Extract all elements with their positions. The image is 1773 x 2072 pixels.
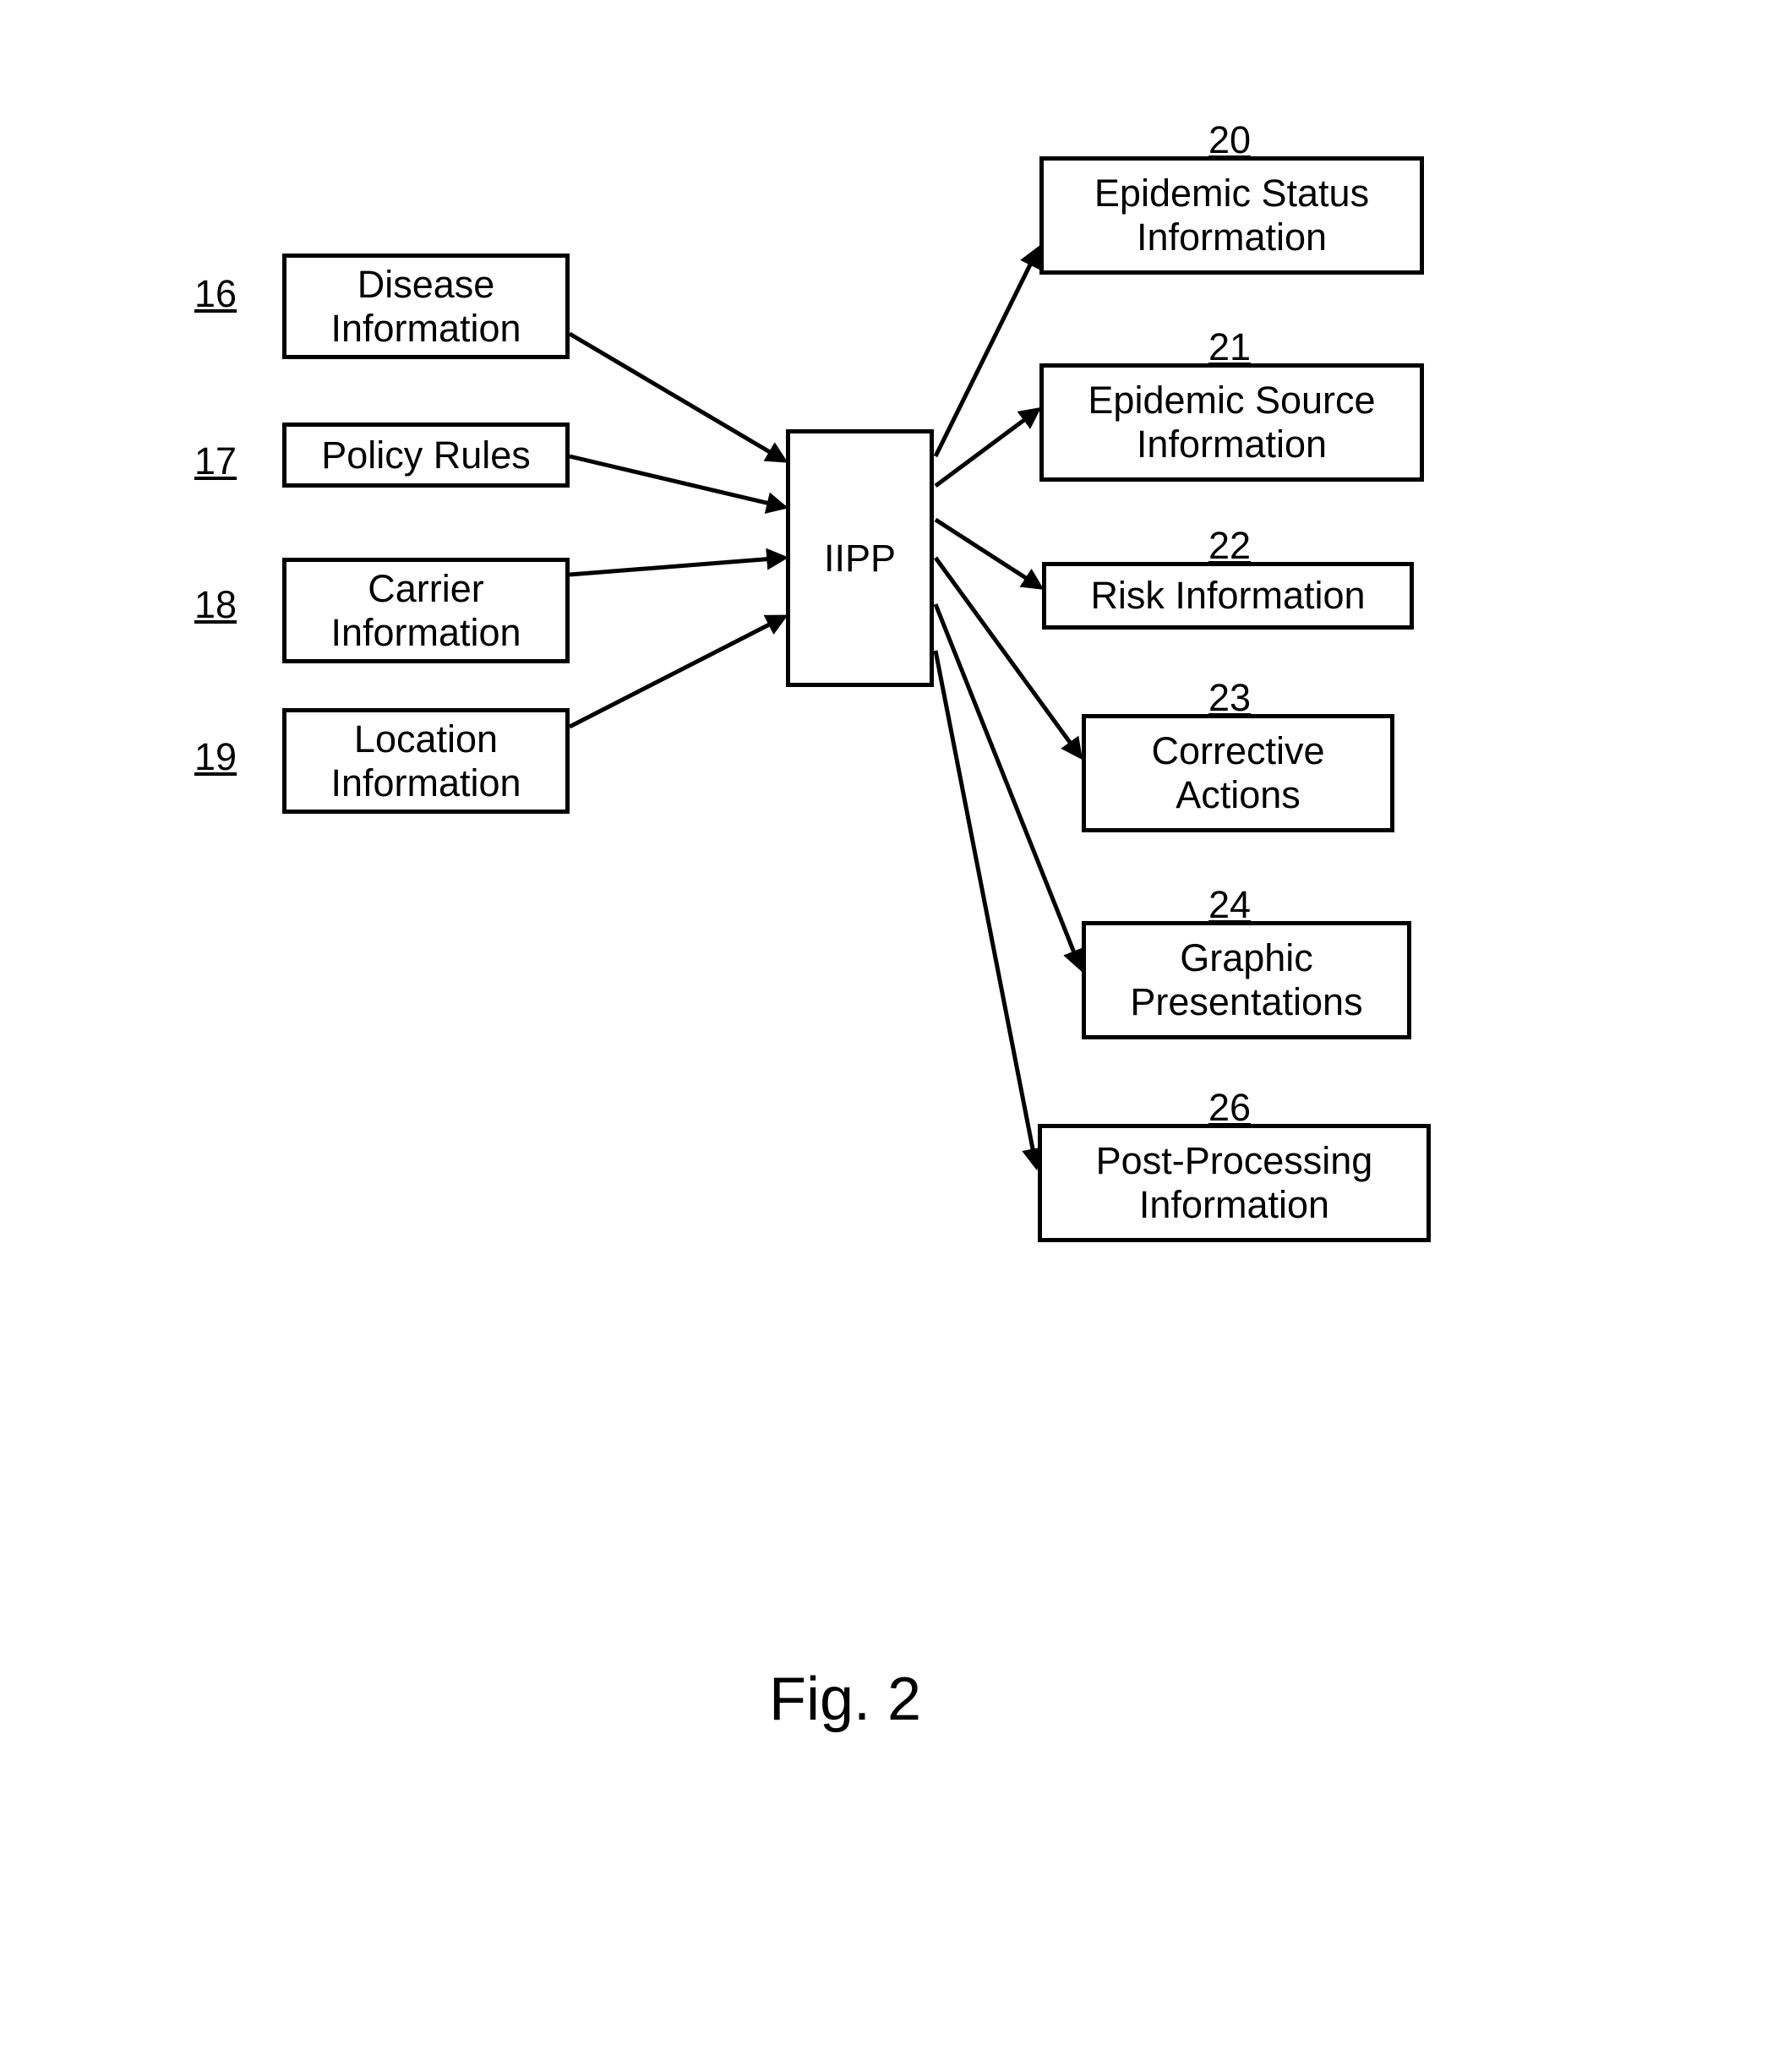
arrow: [570, 558, 784, 575]
arrow: [570, 334, 784, 461]
arrow: [936, 249, 1038, 456]
output-node-label-22: Risk Information: [1090, 574, 1365, 618]
diagram-container: IIPP 16 DiseaseInformation 17 Policy Rules 1…: [0, 0, 1773, 2072]
output-node-20: Epidemic StatusInformation: [1039, 156, 1424, 275]
input-node-18: CarrierInformation: [282, 558, 570, 663]
output-node-23: CorrectiveActions: [1082, 714, 1394, 832]
input-node-19: LocationInformation: [282, 708, 570, 814]
output-node-26: Post-ProcessingInformation: [1038, 1124, 1431, 1242]
arrow: [936, 520, 1040, 587]
input-node-label-19: LocationInformation: [330, 717, 521, 805]
input-ref-17: 17: [194, 439, 237, 483]
arrow: [936, 410, 1038, 486]
arrow: [570, 617, 784, 727]
output-node-label-21: Epidemic SourceInformation: [1088, 379, 1375, 466]
arrow: [570, 456, 784, 507]
center-node-iipp: IIPP: [786, 429, 934, 687]
output-node-label-26: Post-ProcessingInformation: [1096, 1139, 1373, 1227]
input-node-label-16: DiseaseInformation: [330, 263, 521, 351]
input-ref-19: 19: [194, 735, 237, 779]
input-node-label-17: Policy Rules: [321, 433, 531, 477]
input-node-16: DiseaseInformation: [282, 254, 570, 359]
input-node-17: Policy Rules: [282, 423, 570, 488]
figure-caption: Fig. 2: [769, 1665, 921, 1734]
output-node-22: Risk Information: [1042, 562, 1414, 630]
output-node-24: GraphicPresentations: [1082, 921, 1411, 1039]
arrow: [936, 651, 1036, 1166]
arrow: [936, 604, 1080, 968]
diagram-arrows: [0, 0, 1773, 2072]
output-node-21: Epidemic SourceInformation: [1039, 363, 1424, 482]
input-ref-16: 16: [194, 272, 237, 316]
input-ref-18: 18: [194, 583, 237, 627]
center-node-label: IIPP: [824, 537, 896, 581]
output-node-label-23: CorrectiveActions: [1151, 729, 1324, 817]
output-node-label-20: Epidemic StatusInformation: [1094, 172, 1369, 259]
input-node-label-18: CarrierInformation: [330, 567, 521, 655]
output-node-label-24: GraphicPresentations: [1130, 936, 1362, 1024]
